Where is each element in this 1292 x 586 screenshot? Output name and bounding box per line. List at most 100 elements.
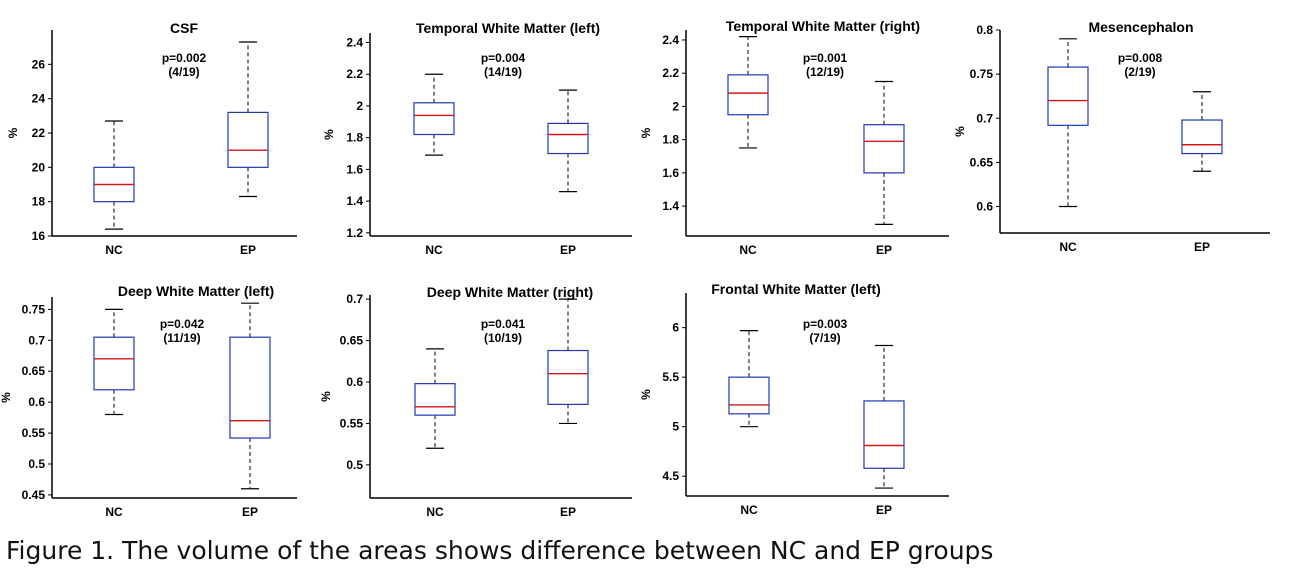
x-tick-label: NC [425,243,443,257]
x-tick-label: EP [560,505,576,519]
chart-title: Deep White Matter (right) [427,284,593,300]
x-tick-label: NC [740,503,758,517]
y-tick-label: 0.75 [22,302,46,316]
y-axis-label: % [322,129,336,140]
y-tick-label: 4.5 [662,469,679,483]
box-ep [863,80,905,225]
y-tick-label: 6 [672,321,679,335]
y-tick-label: 2.2 [346,67,363,81]
box-nc [1047,38,1089,208]
y-tick-label: 20 [32,160,46,174]
x-tick-label: NC [1059,240,1077,254]
box-ep [1181,91,1223,172]
y-tick-label: 2 [356,99,363,113]
y-tick-label: 2.4 [346,36,363,50]
y-tick-label: 0.6 [976,200,993,214]
chart-panel: CSF 16 18 20 22 24 26% NC EP p=0.002(4/19) [6,20,297,257]
box-ep [227,41,269,198]
y-tick-label: 24 [32,92,46,106]
figure-caption: Figure 1. The volume of the areas shows … [6,536,994,565]
chart-title: Temporal White Matter (left) [416,20,600,36]
iqr-box [547,349,589,405]
chart-panel: Mesencephalon 0.6 0.65 0.7 0.75 0.8% NC EP p=0.0… [953,19,1270,254]
y-tick-label: 0.65 [22,364,46,378]
y-tick-label: 0.45 [22,488,46,502]
y-axis-label: % [639,389,653,400]
y-tick-label: 0.55 [22,426,46,440]
x-tick-label: EP [560,243,576,257]
y-axis-label: % [639,127,653,138]
iqr-box [413,102,455,136]
y-tick-label: 2.4 [662,33,679,47]
y-tick-label: 1.8 [662,133,679,147]
y-tick-label: 1.6 [662,166,679,180]
iqr-box [1181,119,1223,155]
count-label: (11/19) [163,331,200,345]
iqr-box [547,122,589,155]
chart-title: Temporal White Matter (right) [726,18,920,34]
box-nc [728,330,770,428]
y-tick-label: 0.65 [340,334,364,348]
chart-panel: Temporal White Matter (left) 1.2 1.4 1.6 1.8… [322,20,632,257]
iqr-box [863,400,905,469]
chart-title: CSF [170,20,198,36]
box-ep [863,344,905,489]
y-tick-label: 1.4 [346,194,363,208]
count-label: (7/19) [809,331,840,345]
x-tick-label: NC [105,505,123,519]
iqr-box [414,383,456,416]
y-tick-label: 0.6 [346,375,363,389]
box-nc [93,120,135,230]
x-tick-label: NC [739,243,757,257]
y-tick-label: 5 [672,420,679,434]
count-label: (10/19) [484,331,522,345]
y-tick-label: 0.75 [970,67,994,81]
p-value-label: p=0.008 [1118,51,1163,65]
p-value-label: p=0.002 [162,51,207,65]
x-tick-label: EP [876,243,892,257]
y-tick-label: 0.7 [28,333,45,347]
chart-title: Deep White Matter (left) [118,283,274,299]
iqr-box [727,74,769,116]
box-nc [413,73,455,156]
x-tick-label: NC [105,243,123,257]
iqr-box [728,376,770,415]
box-ep [547,298,589,425]
y-tick-label: 1.8 [346,131,363,145]
x-tick-label: EP [242,505,258,519]
y-tick-label: 1.4 [662,199,679,213]
y-tick-label: 1.2 [346,226,363,240]
chart-panel: Temporal White Matter (right) 1.4 1.6 1.8 2 2… [639,18,949,257]
iqr-box [863,124,905,174]
chart-panel: Deep White Matter (right) 0.5 0.55 0.6 0.65 0… [319,284,632,519]
box-nc [414,348,456,449]
iqr-box [229,336,271,439]
y-tick-label: 0.8 [976,23,993,37]
box-nc [727,36,769,149]
p-value-label: p=0.004 [481,51,526,65]
y-tick-label: 0.7 [346,292,363,306]
y-tick-label: 22 [32,126,46,140]
y-axis-label: % [319,391,333,402]
box-ep [547,89,589,193]
chart-title: Mesencephalon [1088,19,1193,35]
iqr-box [1047,66,1089,126]
iqr-box [93,336,135,391]
y-tick-label: 26 [32,57,46,71]
count-label: (2/19) [1124,65,1155,79]
y-axis-label: % [0,392,13,403]
p-value-label: p=0.001 [803,51,848,65]
p-value-label: p=0.003 [803,317,848,331]
iqr-box [227,111,269,168]
y-tick-label: 5.5 [662,370,679,384]
y-tick-label: 0.7 [976,111,993,125]
y-tick-label: 0.5 [346,458,363,472]
y-axis-label: % [953,126,967,137]
y-tick-label: 0.55 [340,416,364,430]
p-value-label: p=0.042 [160,317,205,331]
count-label: (12/19) [806,65,844,79]
y-tick-label: 18 [32,195,46,209]
y-tick-label: 2.2 [662,66,679,80]
y-tick-label: 0.5 [28,457,45,471]
